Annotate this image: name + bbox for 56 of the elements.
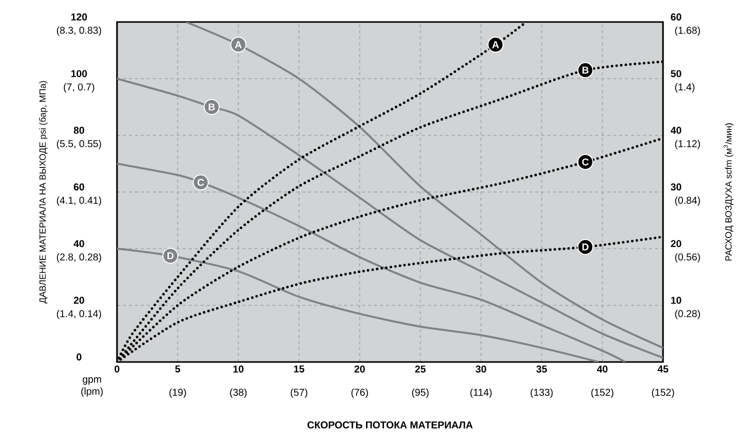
text: (4.1, 0.41): [56, 196, 102, 206]
text: (152): [652, 388, 674, 398]
x-tick-label: 5: [175, 366, 180, 372]
text: (1.68): [675, 26, 700, 36]
y2-tick-label: 50: [670, 70, 682, 78]
series-label: A: [492, 41, 499, 48]
text: (1.4): [675, 83, 694, 92]
x-tick-label: 10: [233, 366, 244, 373]
text: (133): [530, 388, 553, 398]
text: (5.5, 0.55): [56, 140, 102, 150]
text: (114): [470, 388, 492, 398]
x-tick-label: 40: [596, 366, 608, 373]
series-label: B: [208, 104, 215, 110]
text: (0.28): [675, 310, 700, 320]
y2-axis-title: РАСХОД ВОЗДУХА scfm (м$^{3}$/мин): [724, 123, 734, 261]
y2-tick-label: 10: [671, 296, 682, 304]
series-label: B: [582, 66, 589, 74]
x-tick-label: 25: [415, 366, 426, 373]
x-tick-label: 0: [114, 366, 120, 373]
y-tick-label: 0: [76, 353, 82, 360]
text: (7, 0.7): [64, 83, 94, 92]
y-tick-label: 60: [74, 183, 84, 190]
text: (95): [412, 388, 429, 398]
x-tick-label: 30: [476, 366, 486, 373]
series-label: D: [582, 244, 589, 250]
text: gpm (lpm): [81, 377, 103, 397]
series-label: D: [167, 252, 174, 260]
y2-tick-label: 60: [670, 13, 682, 20]
y-axis-title: ДАВЛЕНИЕ МАТЕРИАЛА НА ВЫХОДЕ psi (бар, МПа): [39, 81, 48, 304]
text: (0.56): [675, 253, 700, 262]
y-tick-label: 80: [74, 126, 84, 134]
x-tick-label: 35: [536, 366, 547, 373]
y-tick-label: 100: [71, 70, 87, 78]
text: (1.4, 0.14): [56, 310, 102, 320]
text: (2.8, 0.28): [56, 253, 102, 262]
series-label: C: [198, 178, 204, 186]
series-label: A: [234, 41, 242, 48]
text: (57): [290, 388, 308, 398]
text: (152): [591, 388, 614, 398]
y-tick-label: 20: [74, 296, 84, 304]
x-axis-title: СКОРОСТЬ ПОТОКА МАТЕРИАЛА: [307, 421, 473, 428]
y2-tick-label: 30: [670, 183, 682, 190]
text: (0.84): [675, 196, 700, 206]
text: (19): [169, 388, 186, 398]
text: (8.3, 0.83): [56, 26, 102, 36]
x-tick-label: 45: [658, 366, 668, 372]
y-tick-label: 40: [74, 240, 84, 248]
series-label: C: [582, 158, 589, 166]
y2-tick-label: 20: [670, 240, 682, 248]
text: (38): [230, 388, 247, 398]
y2-tick-label: 40: [670, 126, 682, 134]
y-tick-label: 120: [71, 13, 87, 20]
x-tick-label: 15: [294, 366, 304, 372]
x-tick-label: 20: [354, 366, 365, 373]
text: (1.12): [675, 140, 700, 150]
text: (76): [351, 388, 368, 398]
